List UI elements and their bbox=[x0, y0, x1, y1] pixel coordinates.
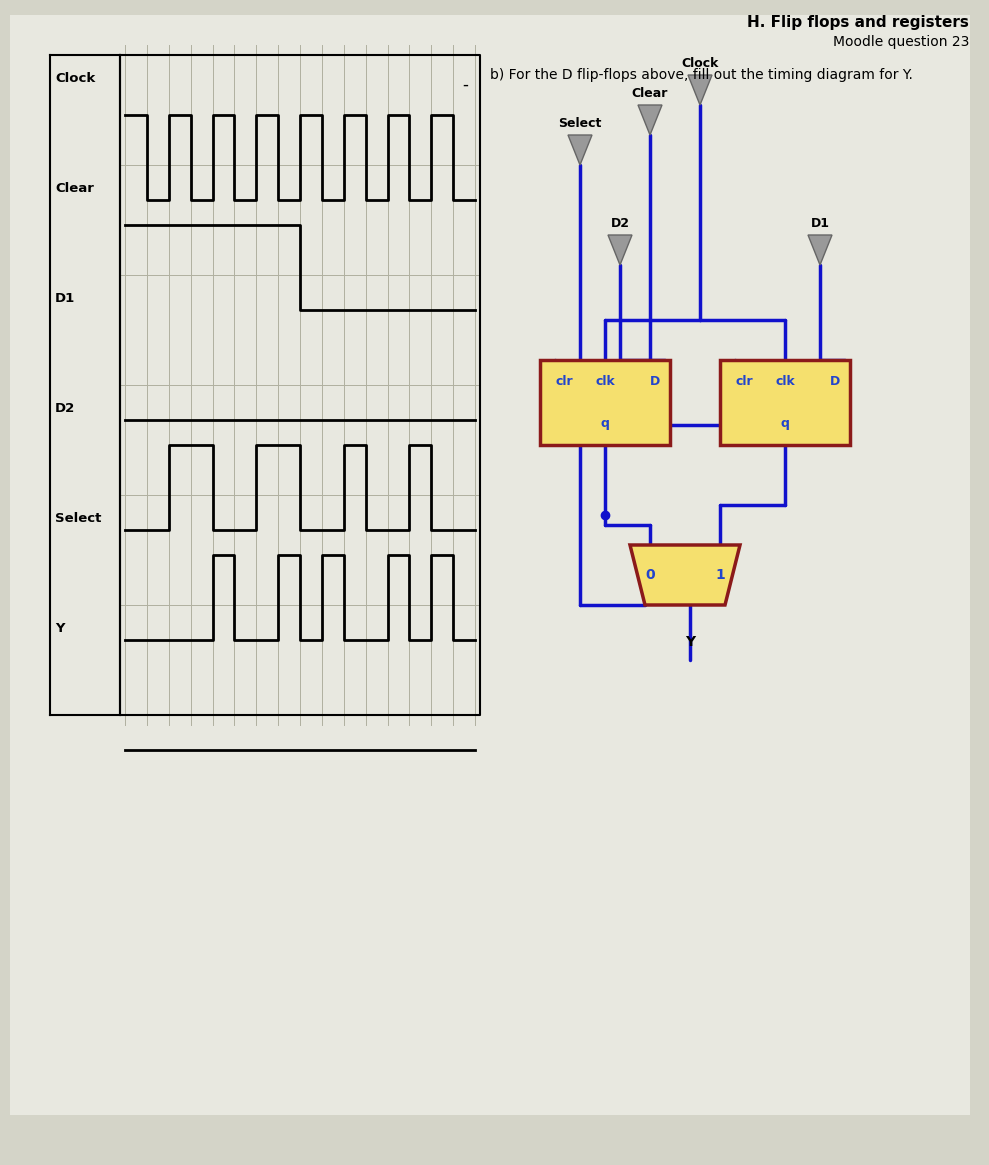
Polygon shape bbox=[608, 235, 632, 264]
Text: clk: clk bbox=[775, 375, 795, 388]
Polygon shape bbox=[808, 235, 832, 264]
Text: D: D bbox=[830, 375, 840, 388]
Text: b) For the D flip-flops above, fill out the timing diagram for Y.: b) For the D flip-flops above, fill out … bbox=[490, 68, 913, 82]
Text: 1: 1 bbox=[715, 569, 725, 582]
Text: Clear: Clear bbox=[632, 87, 669, 100]
FancyBboxPatch shape bbox=[720, 360, 850, 445]
Text: D: D bbox=[650, 375, 660, 388]
FancyBboxPatch shape bbox=[10, 15, 970, 1115]
Polygon shape bbox=[630, 545, 740, 605]
Text: Select: Select bbox=[55, 511, 102, 524]
Text: Y: Y bbox=[685, 635, 695, 649]
Text: D1: D1 bbox=[55, 291, 75, 304]
Text: q: q bbox=[780, 417, 789, 430]
Polygon shape bbox=[568, 135, 592, 165]
Text: clr: clr bbox=[555, 375, 573, 388]
Text: clr: clr bbox=[735, 375, 753, 388]
Text: Clock: Clock bbox=[55, 71, 95, 85]
Text: Moodle question 23: Moodle question 23 bbox=[833, 35, 969, 49]
Text: -: - bbox=[462, 76, 468, 94]
Text: Y: Y bbox=[55, 621, 64, 635]
Text: D2: D2 bbox=[55, 402, 75, 415]
Text: D1: D1 bbox=[811, 217, 830, 230]
Polygon shape bbox=[638, 105, 662, 135]
Text: 0: 0 bbox=[645, 569, 655, 582]
Text: Select: Select bbox=[559, 116, 601, 130]
Text: Clock: Clock bbox=[681, 57, 719, 70]
FancyBboxPatch shape bbox=[540, 360, 670, 445]
Polygon shape bbox=[688, 75, 712, 105]
Text: q: q bbox=[600, 417, 609, 430]
Text: D2: D2 bbox=[610, 217, 630, 230]
Text: clk: clk bbox=[595, 375, 615, 388]
Text: Clear: Clear bbox=[55, 182, 94, 195]
Text: H. Flip flops and registers: H. Flip flops and registers bbox=[747, 15, 969, 30]
